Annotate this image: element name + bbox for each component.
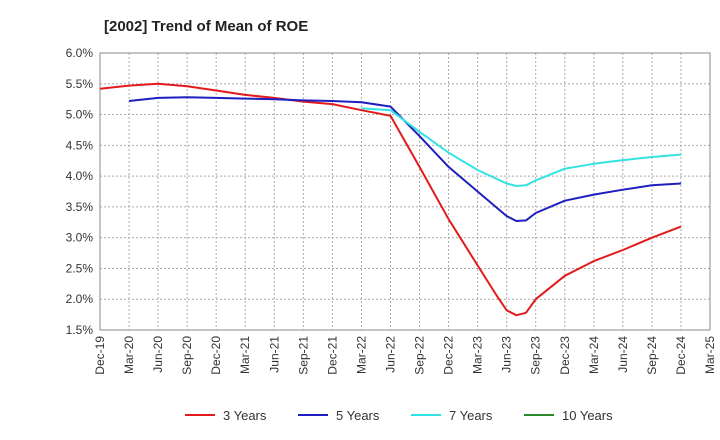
y-tick-label: 5.0% <box>66 108 94 122</box>
x-tick-label: Jun-24 <box>616 336 630 373</box>
x-tick-label: Dec-20 <box>209 336 223 375</box>
chart-title: [2002] Trend of Mean of ROE <box>104 18 308 35</box>
series-line-3-years <box>99 82 682 317</box>
x-tick-label: Mar-20 <box>122 336 136 374</box>
legend-label: 7 Years <box>449 408 493 423</box>
y-tick-label: 2.5% <box>66 261 94 275</box>
x-tick-label: Mar-25 <box>703 336 717 374</box>
x-tick-label: Sep-22 <box>413 336 427 375</box>
x-tick-label: Dec-21 <box>325 336 339 375</box>
y-tick-label: 3.5% <box>66 200 94 214</box>
x-tick-label: Sep-24 <box>645 336 659 375</box>
y-tick-label: 4.5% <box>66 138 94 152</box>
x-tick-label: Mar-24 <box>587 336 601 374</box>
x-tick-label: Dec-19 <box>93 336 107 375</box>
x-tick-label: Sep-21 <box>296 336 310 375</box>
x-tick-label: Jun-23 <box>500 336 514 373</box>
x-tick-label: Dec-22 <box>442 336 456 375</box>
legend: 3 Years 5 Years 7 Years 10 Years <box>185 408 613 423</box>
y-tick-label: 5.5% <box>66 77 94 91</box>
y-tick-label: 3.0% <box>66 231 94 245</box>
y-tick-label: 4.0% <box>66 169 94 183</box>
legend-label: 5 Years <box>336 408 380 423</box>
x-tick-label: Mar-21 <box>238 336 252 374</box>
grid-lines <box>99 52 711 331</box>
legend-label: 10 Years <box>562 408 613 423</box>
x-tick-label: Dec-23 <box>558 336 572 375</box>
legend-label: 3 Years <box>223 408 267 423</box>
series-line-7-years <box>361 107 682 187</box>
x-tick-label: Jun-21 <box>267 336 281 373</box>
plot-frame <box>99 52 711 331</box>
axes: 1.5% 2.0% 2.5% 3.0% 3.5% 4.0% 4.5% 5.0% 5.5% 6.0%… <box>66 46 717 375</box>
x-tick-label: Mar-23 <box>471 336 485 374</box>
y-tick-label: 6.0% <box>66 46 94 60</box>
series-lines <box>99 82 682 317</box>
x-tick-label: Jun-20 <box>151 336 165 373</box>
x-tick-label: Sep-23 <box>529 336 543 375</box>
x-tick-label: Sep-20 <box>180 336 194 375</box>
y-tick-label: 2.0% <box>66 292 94 306</box>
x-tick-label: Jun-22 <box>383 336 397 373</box>
x-tick-label: Dec-24 <box>674 336 688 375</box>
x-tick-label: Mar-22 <box>354 336 368 374</box>
series-line-5-years <box>128 96 682 222</box>
y-tick-label: 1.5% <box>66 323 94 337</box>
